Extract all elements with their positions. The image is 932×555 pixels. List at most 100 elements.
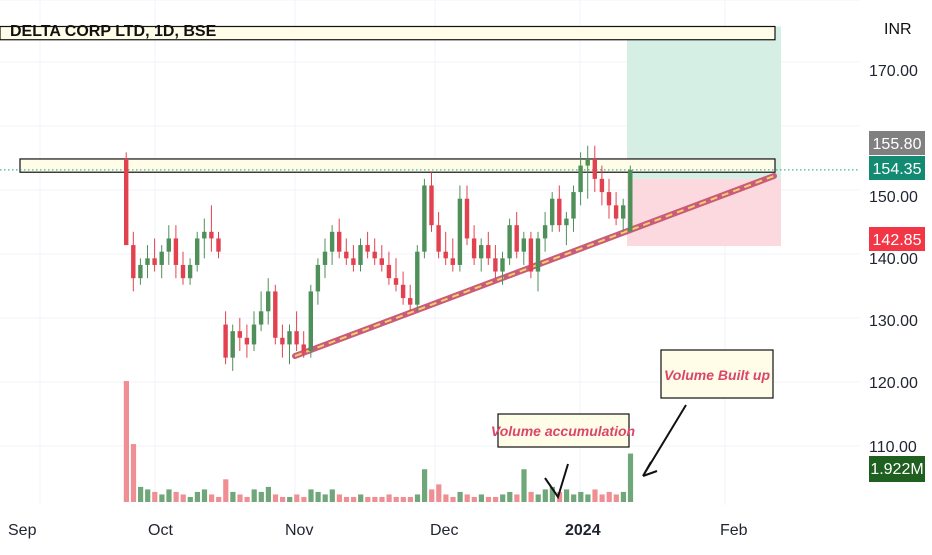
- volume-bar: [450, 496, 456, 502]
- candle-body: [216, 238, 221, 252]
- candle-body: [507, 225, 512, 259]
- volume-bar: [301, 496, 307, 502]
- candle-body: [386, 264, 392, 279]
- volume-bar: [528, 491, 534, 502]
- candle-body: [606, 192, 612, 206]
- candle-body: [542, 225, 548, 239]
- candle-body: [479, 245, 484, 259]
- volume-bar: [400, 496, 406, 502]
- volume-bar: [443, 494, 449, 502]
- price-tick-label: 130.00: [869, 313, 918, 330]
- volume-built-up-note: [660, 349, 774, 399]
- candle-body: [379, 258, 384, 265]
- candle-body: [315, 264, 321, 292]
- candle-body: [592, 158, 597, 179]
- volume-bar: [471, 496, 477, 502]
- candle-body: [415, 251, 420, 305]
- candle-body: [230, 331, 235, 358]
- volume-bar: [351, 496, 357, 502]
- candle-body: [329, 231, 335, 252]
- volume-built-up-text: Volume Built up: [664, 367, 770, 383]
- volume-bar: [272, 494, 279, 502]
- candle-body: [408, 298, 413, 305]
- candle-body: [550, 198, 555, 226]
- volume-bar: [209, 494, 215, 502]
- candle-body: [528, 238, 534, 272]
- candle-body: [131, 245, 136, 279]
- time-tick-label: Oct: [148, 522, 173, 539]
- volume-bar: [265, 486, 271, 502]
- chart-title: DELTA CORP LTD, 1D, BSE: [10, 23, 217, 40]
- candle-body: [500, 258, 505, 272]
- candle-body: [308, 291, 313, 352]
- candle-body: [187, 264, 193, 279]
- volume-bar: [223, 479, 229, 502]
- candle-body: [138, 264, 143, 279]
- volume-bar: [599, 494, 605, 502]
- volume-bar: [244, 496, 250, 502]
- volume-bar: [493, 496, 499, 502]
- candle-body: [294, 331, 299, 345]
- candle-body: [571, 192, 576, 219]
- volume-bar: [308, 489, 314, 502]
- volume-bar: [542, 489, 548, 502]
- volume-bar: [514, 494, 520, 502]
- candle-body: [173, 238, 179, 265]
- candle-body: [493, 258, 498, 272]
- volume-bar: [258, 491, 264, 502]
- candle-body: [393, 278, 399, 285]
- volume-bar: [578, 491, 584, 502]
- volume-bar: [365, 496, 371, 502]
- volume-bar: [180, 494, 186, 502]
- candle-body: [535, 238, 541, 272]
- trendline-inner: [294, 175, 775, 357]
- volume-bar: [414, 494, 421, 502]
- volume-bar: [123, 381, 129, 502]
- candle-body: [422, 185, 427, 252]
- volume-bar: [194, 491, 200, 502]
- price-axis-label: [869, 156, 925, 180]
- volume-bar: [216, 496, 222, 502]
- price-axis-label-text: 1.922M: [870, 461, 923, 478]
- resistance-zone: [0, 25, 776, 41]
- volume-bar: [429, 489, 435, 502]
- candle-body: [564, 218, 569, 226]
- candle-body: [621, 205, 626, 219]
- volume-bar: [230, 491, 236, 502]
- volume-bar: [571, 494, 577, 502]
- currency-label: INR: [884, 21, 912, 38]
- time-tick-label: Feb: [720, 522, 748, 539]
- candle-body: [358, 245, 363, 265]
- volume-bar: [294, 494, 300, 502]
- volume-bar: [138, 486, 144, 502]
- volume-bar: [422, 469, 428, 502]
- volume-bar: [379, 496, 385, 502]
- volume-bar: [393, 496, 399, 502]
- candle-body: [195, 238, 200, 265]
- price-tick-label: 170.00: [869, 63, 918, 80]
- price-tick-label: 110.00: [869, 439, 917, 456]
- volume-bar: [464, 494, 470, 502]
- candle-body: [145, 258, 150, 265]
- volume-bar: [535, 494, 541, 502]
- volume-bar: [237, 494, 243, 502]
- price-axis-label-text: 155.80: [873, 136, 922, 153]
- candle-body: [337, 231, 342, 252]
- candle-body: [443, 251, 448, 259]
- volume-bar: [343, 496, 350, 502]
- candle-body: [365, 245, 370, 252]
- stop-zone: [627, 178, 781, 247]
- volume-bar: [358, 494, 364, 502]
- candle-body: [287, 331, 292, 345]
- candle-body: [578, 165, 583, 193]
- price-tick-label: 120.00: [869, 375, 918, 392]
- candle-body: [351, 258, 356, 265]
- candle-body: [464, 198, 470, 239]
- volume-bar: [152, 491, 158, 502]
- volume-bar: [521, 469, 527, 502]
- candle-body: [124, 158, 129, 246]
- volume-bar: [322, 494, 328, 502]
- candle-body: [223, 324, 228, 358]
